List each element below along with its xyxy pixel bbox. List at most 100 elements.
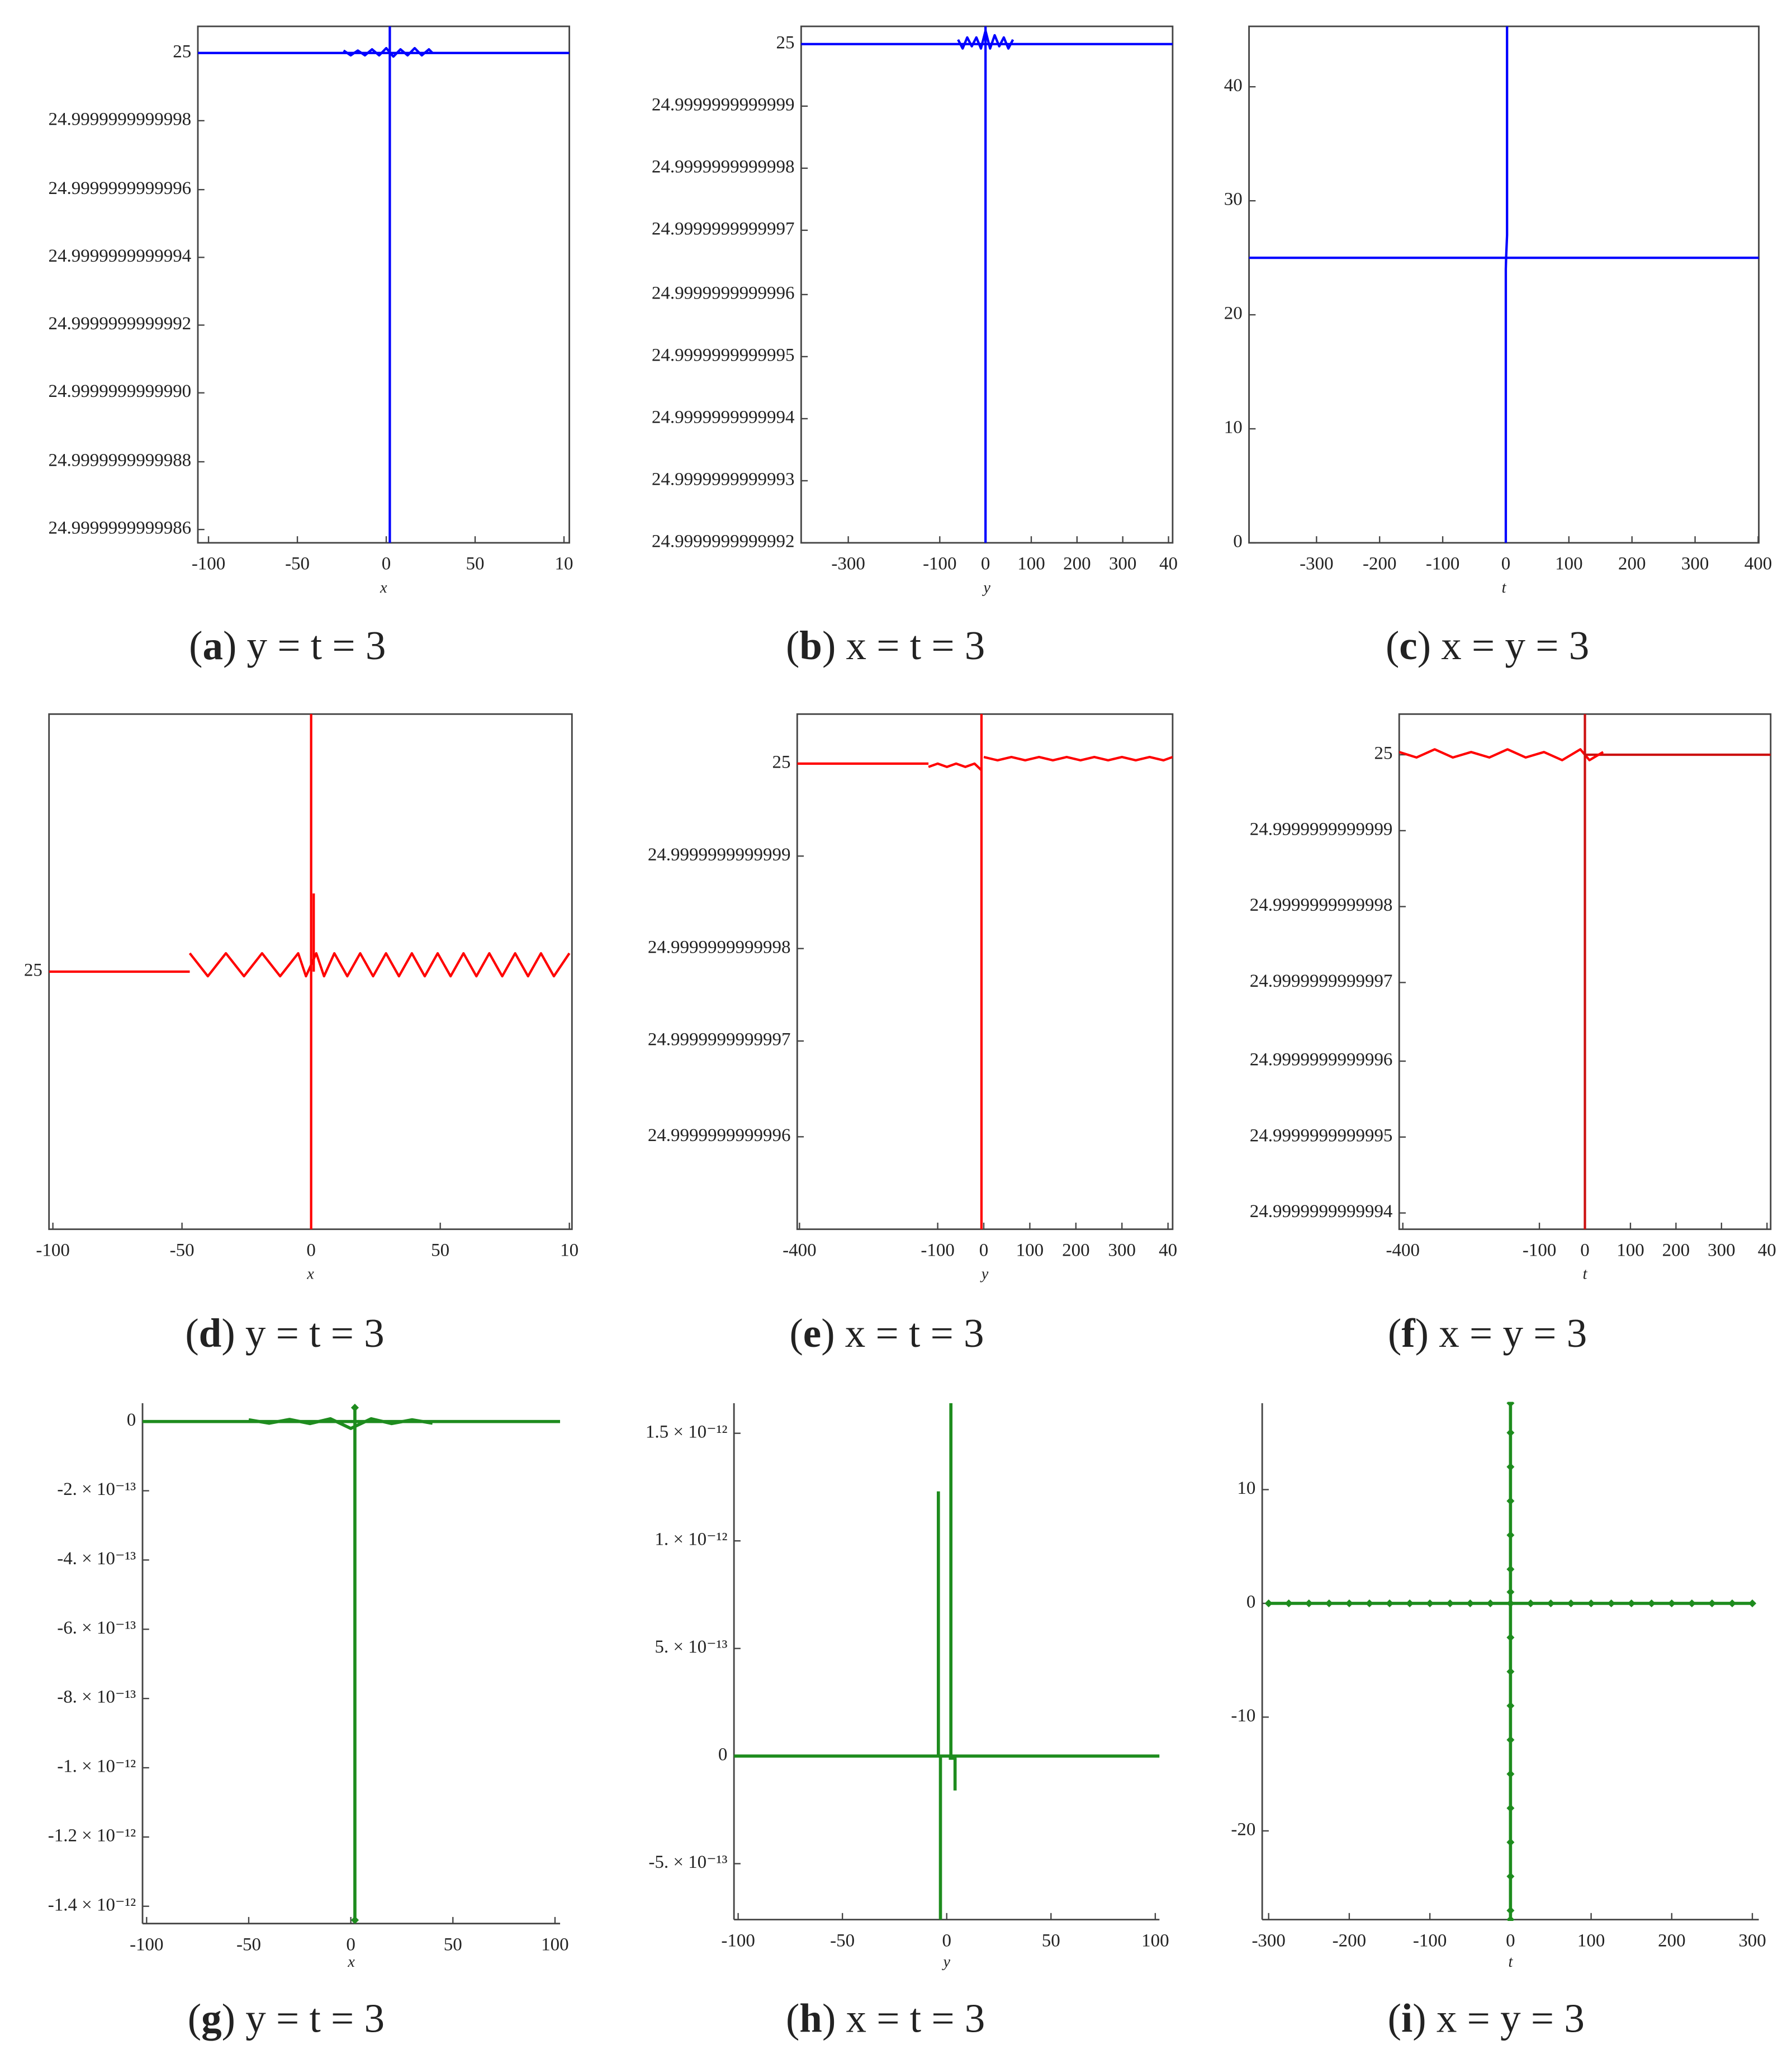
marker <box>1667 1599 1676 1608</box>
marker <box>1506 1633 1515 1642</box>
series-line <box>1399 748 1604 761</box>
y-tick-label: 24.9999999999993 <box>652 469 795 489</box>
y-tick-label: 24.9999999999995 <box>1250 1125 1393 1146</box>
series-line <box>983 755 1173 762</box>
y-tick-label: 0 <box>1233 532 1243 552</box>
x-tick-label: 100 <box>1017 554 1045 574</box>
marker <box>1687 1599 1696 1608</box>
x-tick-label: -400 <box>783 1240 816 1260</box>
y-tick-label: 0 <box>1246 1592 1256 1612</box>
y-tick-label: 24.9999999999992 <box>49 314 192 334</box>
x-tick-label: -300 <box>1300 554 1333 574</box>
x-tick-label: 50 <box>466 554 485 574</box>
marker <box>1506 1531 1515 1539</box>
plot-frame <box>796 713 1174 1230</box>
y-tick-label: 25 <box>173 41 191 61</box>
y-tick-label: 24.9999999999998 <box>652 157 795 177</box>
marker <box>1264 1599 1273 1608</box>
marker <box>1506 1838 1515 1847</box>
panel: -100 -50 0 50 10 25 24.9999999999998 24.9999999… <box>49 25 573 668</box>
caption: (f) x = y = 3 <box>1388 1310 1587 1356</box>
marker <box>1486 1599 1495 1608</box>
x-tick-label: 300 <box>1681 554 1709 574</box>
y-tick-label: 40 <box>1224 75 1243 96</box>
y-tick-label: 25 <box>24 960 42 981</box>
x-tick-label: -100 <box>921 1240 954 1260</box>
x-tick-label: -100 <box>1426 554 1459 574</box>
x-tick-label: 40 <box>1758 1240 1776 1260</box>
x-tick-label: 0 <box>1506 1930 1515 1951</box>
x-tick-label: -200 <box>1363 554 1396 574</box>
marker <box>1587 1599 1595 1608</box>
marker <box>1506 1915 1515 1921</box>
series-line <box>188 952 571 978</box>
marker <box>1506 1872 1515 1881</box>
x-tick-label: 50 <box>1042 1930 1060 1951</box>
marker <box>1547 1599 1555 1608</box>
plot-area <box>801 26 1173 543</box>
x-axis-label: t <box>1583 1266 1588 1283</box>
marker <box>1506 1565 1515 1573</box>
marker <box>1506 1428 1515 1437</box>
x-tick-label: 100 <box>541 1934 568 1954</box>
x-tick-label: 400 <box>1744 554 1772 574</box>
marker <box>1506 1402 1515 1407</box>
marker <box>1345 1599 1353 1608</box>
x-tick-label: 300 <box>1109 554 1136 574</box>
x-tick-label: 0 <box>981 554 990 574</box>
panel: -400 -100 0 100 200 300 40 25 24.9999999999999 24… <box>1250 713 1776 1356</box>
y-tick-label: 25 <box>1374 744 1392 764</box>
marker <box>1446 1599 1454 1608</box>
x-tick-label: 200 <box>1658 1930 1685 1951</box>
x-axis-label: t <box>1502 579 1507 597</box>
y-tick-label: -8. × 10⁻¹³ <box>57 1687 136 1707</box>
marker <box>1325 1599 1333 1608</box>
x-tick-label: -50 <box>285 554 310 574</box>
caption: (i) x = y = 3 <box>1388 1995 1585 2041</box>
y-tick-label: -6. × 10⁻¹³ <box>57 1618 136 1638</box>
x-tick-label: 0 <box>942 1930 951 1951</box>
x-tick-label: -100 <box>1523 1240 1556 1260</box>
marker <box>1506 1702 1515 1710</box>
marker <box>1708 1599 1717 1608</box>
x-tick-label: 100 <box>1141 1930 1169 1951</box>
marker <box>1426 1599 1434 1608</box>
x-tick-label: -200 <box>1333 1930 1366 1951</box>
caption: (b) x = t = 3 <box>786 623 985 668</box>
marker <box>1627 1599 1635 1608</box>
y-tick-label: -4. × 10⁻¹³ <box>57 1549 136 1569</box>
y-tick-label: 24.9999999999997 <box>648 1030 791 1050</box>
y-tick-label: 24.9999999999999 <box>648 845 791 865</box>
x-axis-label: x <box>306 1266 314 1283</box>
panel: -400 -100 0 100 200 300 40 25 24.9999999999999 24… <box>648 713 1177 1356</box>
y-tick-label: -5. × 10⁻¹³ <box>648 1852 727 1872</box>
x-tick-label: 0 <box>979 1240 989 1260</box>
x-tick-label: 40 <box>1159 554 1178 574</box>
x-tick-label: 200 <box>1063 554 1091 574</box>
y-tick-label: 1.5 × 10⁻¹² <box>646 1422 728 1442</box>
panel: -100 -50 0 50 100 1.5 × 10⁻¹² 1. × 10⁻¹² 5. × 1… <box>646 1403 1169 2041</box>
y-tick-label: 5. × 10⁻¹³ <box>655 1637 727 1657</box>
y-tick-label: 24.9999999999992 <box>652 532 795 552</box>
y-tick-label: 24.9999999999997 <box>1250 971 1393 991</box>
marker <box>1506 1588 1515 1596</box>
y-tick-label: 24.9999999999997 <box>652 219 795 239</box>
x-tick-label: 100 <box>1016 1240 1044 1260</box>
x-axis-label: t <box>1508 1953 1513 1971</box>
x-tick-label: -100 <box>721 1930 755 1951</box>
x-tick-label: 0 <box>382 554 391 574</box>
x-tick-label: 10 <box>560 1240 579 1260</box>
x-axis-label: x <box>347 1953 355 1971</box>
series-line <box>248 1417 433 1430</box>
y-tick-label: 24.9999999999996 <box>652 283 795 303</box>
plot-frame <box>197 25 570 544</box>
x-axis-label: y <box>941 1953 950 1971</box>
x-tick-label: 300 <box>1708 1240 1735 1260</box>
marker <box>1305 1599 1313 1608</box>
plot-area <box>143 1403 561 1924</box>
x-tick-label: -50 <box>236 1934 261 1954</box>
marker <box>1506 1736 1515 1744</box>
y-tick-label: -1. × 10⁻¹² <box>57 1757 136 1777</box>
